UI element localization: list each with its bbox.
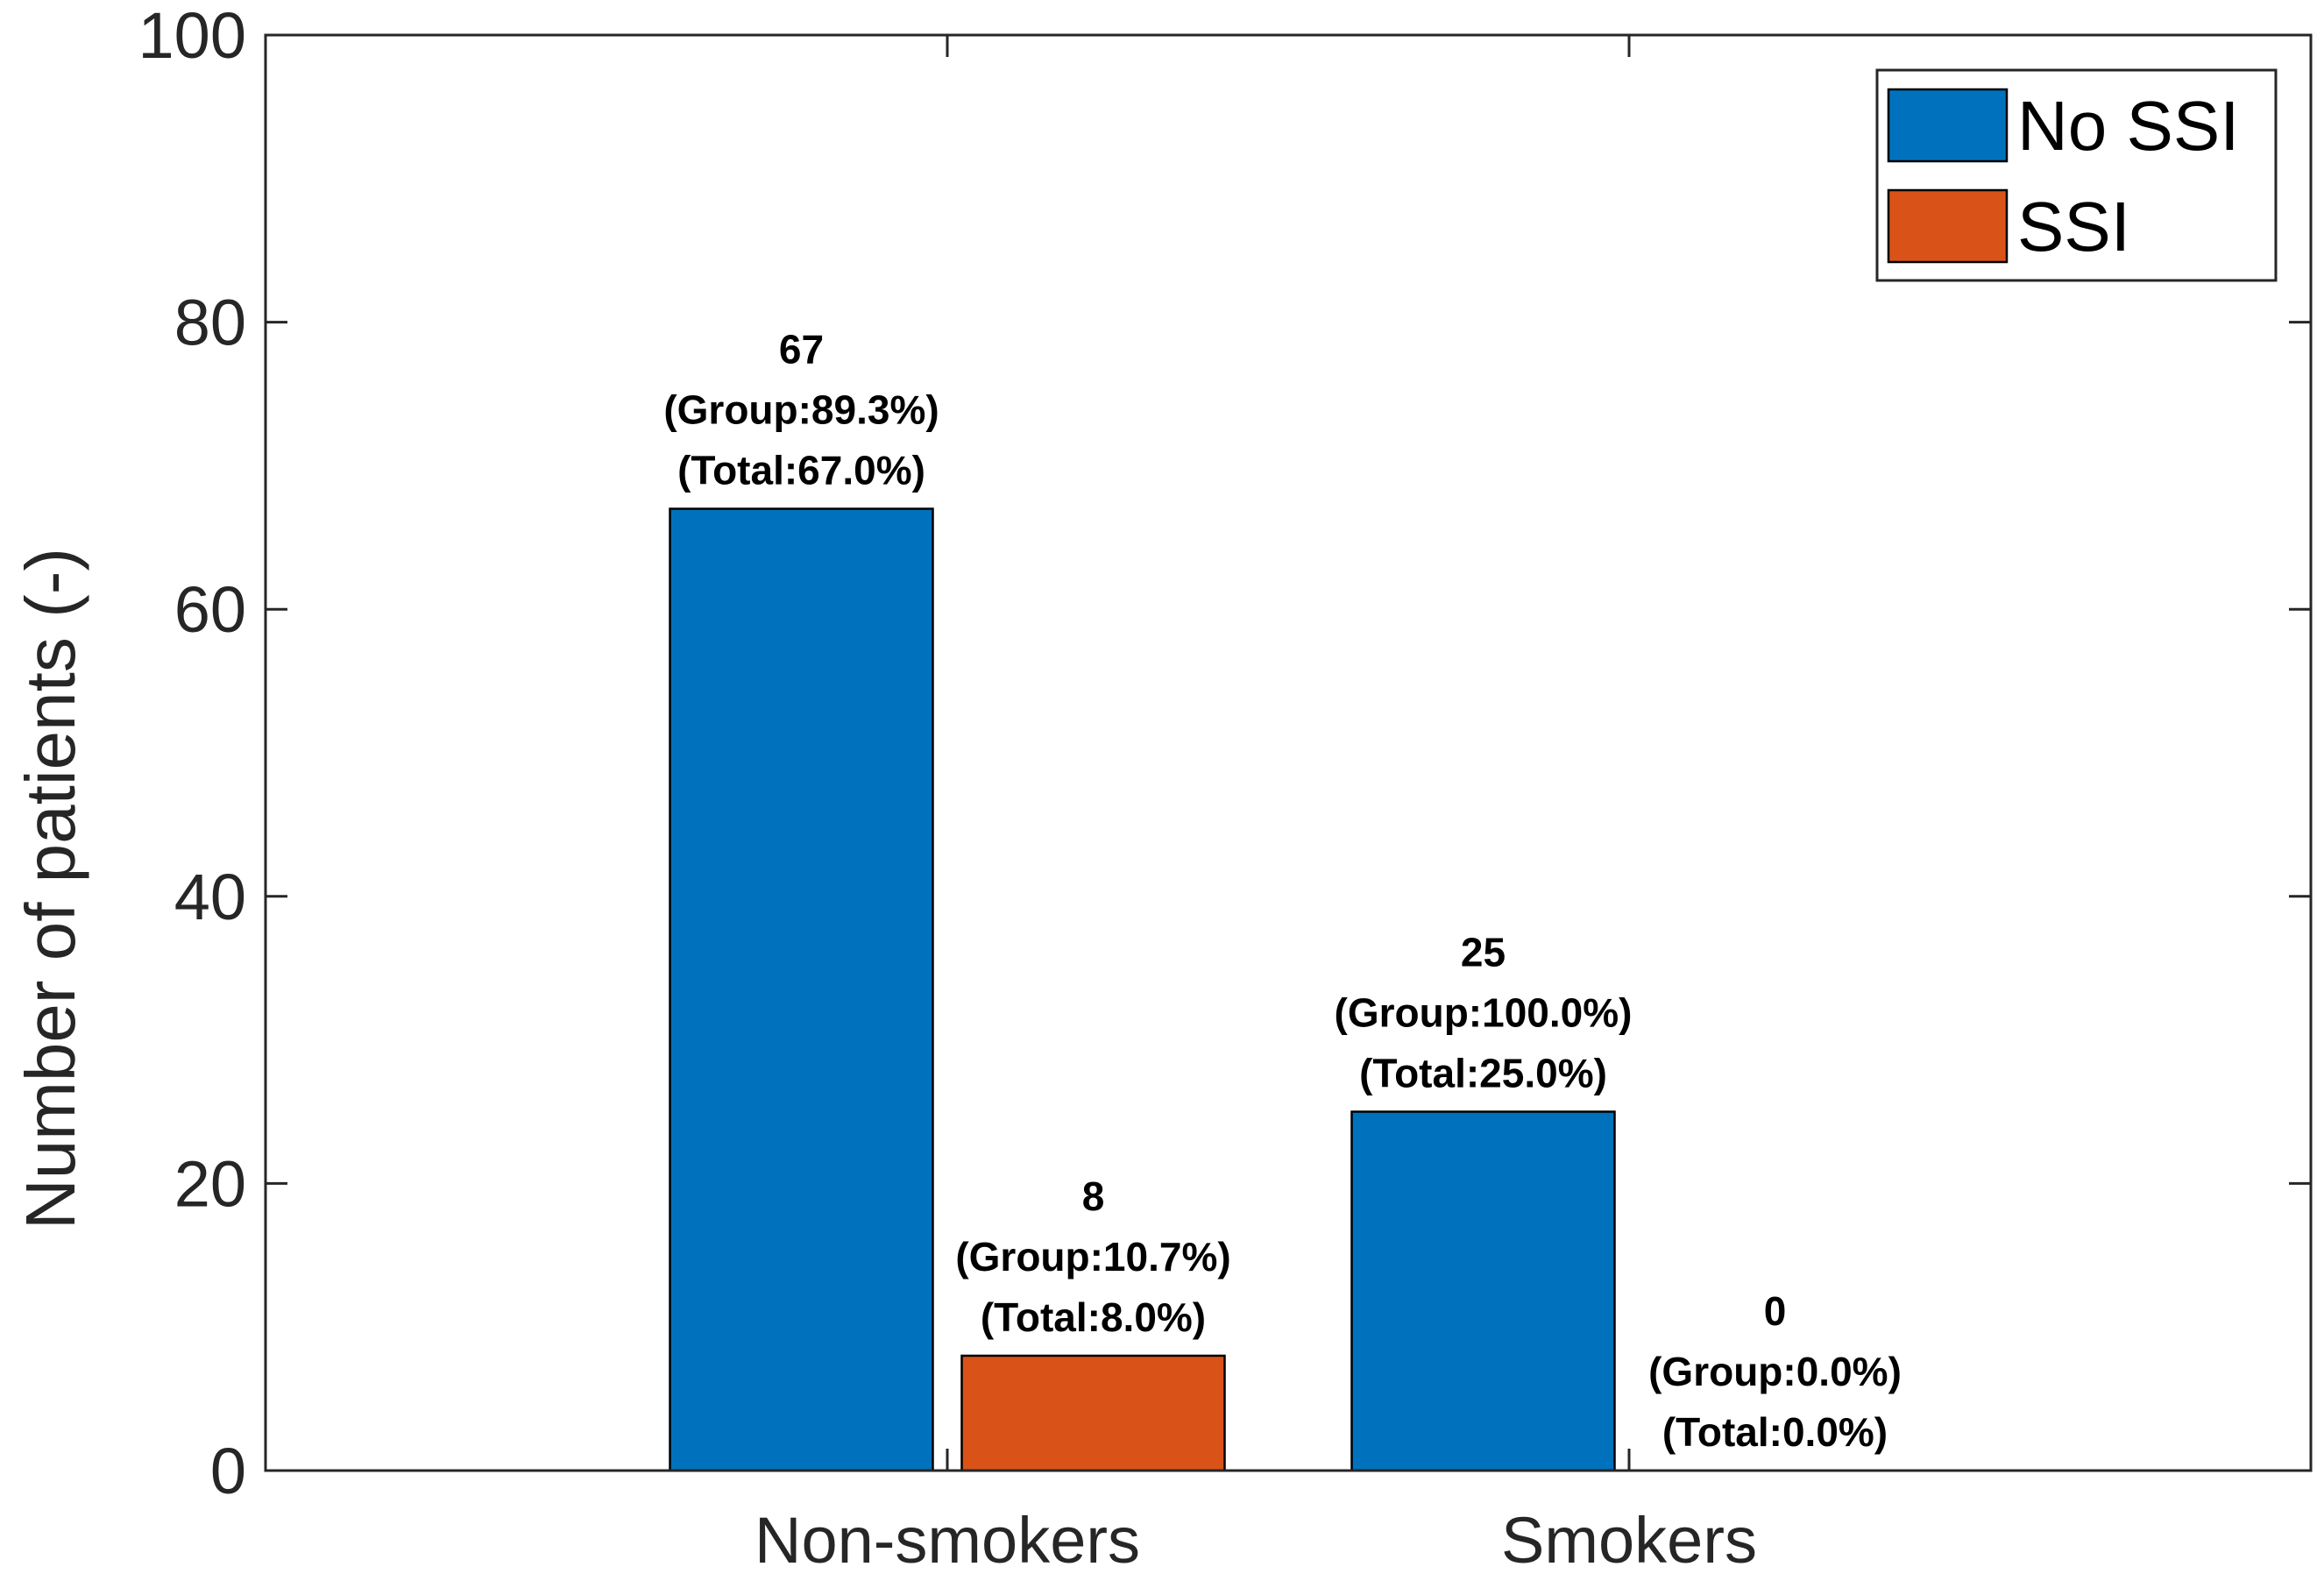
- bars-layer: [669, 507, 1616, 1472]
- data-label: (Total:8.0%): [981, 1294, 1206, 1340]
- y-tick-label: 60: [174, 573, 246, 646]
- y-tick-label: 100: [138, 0, 246, 72]
- data-label: (Total:0.0%): [1662, 1409, 1888, 1455]
- legend-swatch: [1887, 188, 2009, 264]
- legend: No SSI SSI: [1875, 68, 2278, 282]
- data-label: 0: [1764, 1288, 1787, 1334]
- bar-no-ssi-non-smokers: [669, 507, 934, 1472]
- data-label: (Group:0.0%): [1648, 1349, 1902, 1394]
- data-label: (Total:25.0%): [1359, 1051, 1607, 1096]
- axes-box: [264, 33, 2313, 1472]
- y-tick-label: 0: [210, 1435, 246, 1507]
- data-label: 25: [1461, 930, 1506, 975]
- x-tick-label: Smokers: [1501, 1504, 1757, 1577]
- legend-label: SSI: [2017, 188, 2130, 266]
- data-label: (Total:67.0%): [677, 448, 925, 493]
- y-tick-label: 80: [174, 287, 246, 359]
- data-label: (Group:10.7%): [955, 1234, 1230, 1280]
- data-label: (Group:89.3%): [663, 387, 939, 433]
- y-tick-label: 20: [174, 1147, 246, 1220]
- data-label: 8: [1082, 1173, 1105, 1219]
- y-tick-label: 40: [174, 861, 246, 933]
- legend-swatch: [1887, 88, 2009, 163]
- data-label: 67: [779, 327, 824, 372]
- bar-no-ssi-smokers: [1350, 1110, 1616, 1472]
- x-tick-label: Non-smokers: [755, 1504, 1140, 1577]
- y-axis-title: Number of patients (-): [11, 548, 89, 1230]
- legend-label: No SSI: [2017, 87, 2239, 165]
- data-label: (Group:100.0%): [1335, 990, 1633, 1036]
- data-labels-layer: 67 (Group:89.3%) (Total:67.0%) 25 (Group:100…: [663, 327, 1902, 1455]
- bar-ssi-non-smokers: [960, 1354, 1226, 1472]
